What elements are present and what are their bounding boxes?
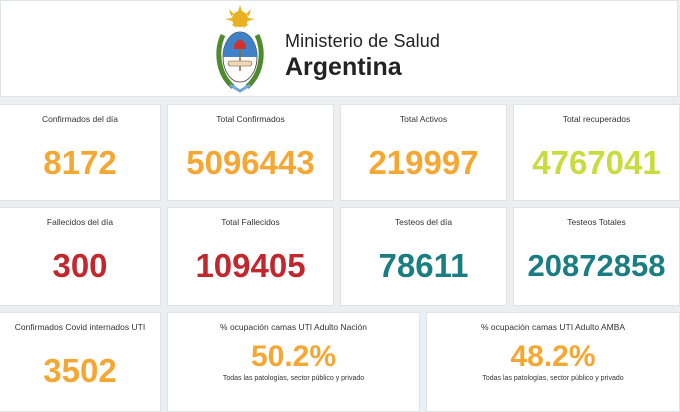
- stat-label: Total Activos: [399, 114, 448, 124]
- stat-value: 109405: [195, 247, 306, 284]
- country-name: Argentina: [285, 53, 402, 81]
- stat-card-total-confirmados: Total Confirmados 5096443: [167, 104, 334, 201]
- stat-label: Total Fallecidos: [221, 217, 280, 227]
- stat-label: Testeos Totales: [567, 217, 626, 227]
- stat-label: Confirmados Covid internados UTI: [14, 322, 146, 332]
- stat-value: 50.2%: [250, 340, 337, 373]
- stat-value: 5096443: [186, 144, 315, 181]
- stat-card-testeos-totales: Testeos Totales 20872858: [513, 207, 680, 306]
- stat-card-testeos-dia: Testeos del día 78611: [340, 207, 507, 306]
- stat-label: Testeos del día: [394, 217, 453, 227]
- stat-label: Total recuperados: [562, 114, 631, 124]
- stat-label: Total Confirmados: [216, 114, 285, 124]
- stat-card-total-recuperados: Total recuperados 4767041: [513, 104, 680, 201]
- stat-value: 48.2%: [510, 340, 596, 373]
- stat-value: 219997: [368, 144, 479, 181]
- stat-value: 300: [52, 247, 108, 284]
- stat-label: Confirmados del día: [41, 114, 119, 124]
- stat-value: 4767041: [532, 144, 661, 181]
- stat-note: Todas las patologías, sector público y p…: [482, 375, 624, 382]
- stat-card-confirmados-dia: Confirmados del día 8172: [0, 104, 161, 201]
- argentina-coat-of-arms-icon: [216, 5, 264, 93]
- stat-label: Fallecidos del día: [46, 217, 114, 227]
- ministry-name: Ministerio de Salud: [285, 31, 440, 51]
- stat-value: 78611: [378, 247, 469, 284]
- stat-card-total-activos: Total Activos 219997: [340, 104, 507, 201]
- stat-label: % ocupación camas UTI Adulto AMBA: [480, 322, 626, 332]
- stat-value: 3502: [43, 352, 117, 389]
- stat-card-fallecidos-dia: Fallecidos del día 300: [0, 207, 161, 306]
- stat-card-ocupacion-amba: % ocupación camas UTI Adulto AMBA 48.2% …: [426, 312, 680, 412]
- dashboard-header: Ministerio de Salud Argentina: [0, 0, 678, 97]
- stat-label: % ocupación camas UTI Adulto Nación: [220, 322, 367, 332]
- stat-card-internados-uti: Confirmados Covid internados UTI 3502: [0, 312, 161, 412]
- stat-card-total-fallecidos: Total Fallecidos 109405: [167, 207, 334, 306]
- stat-value: 8172: [43, 144, 117, 181]
- stat-note: Todas las patologías, sector público y p…: [222, 375, 365, 382]
- stat-value: 20872858: [527, 248, 666, 283]
- stat-card-ocupacion-nacion: % ocupación camas UTI Adulto Nación 50.2…: [167, 312, 420, 412]
